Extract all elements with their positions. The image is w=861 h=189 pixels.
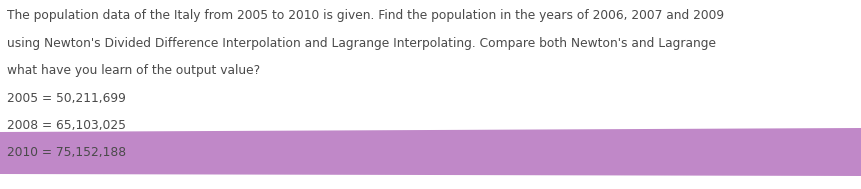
Text: 2010 = 75,152,188: 2010 = 75,152,188 <box>7 146 126 160</box>
Text: using Newton's Divided Difference Interpolation and Lagrange Interpolating. Comp: using Newton's Divided Difference Interp… <box>7 37 715 50</box>
Text: The population data of the Italy from 2005 to 2010 is given. Find the population: The population data of the Italy from 20… <box>7 9 723 22</box>
Text: what have you learn of the output value?: what have you learn of the output value? <box>7 64 260 77</box>
Polygon shape <box>0 128 861 176</box>
Text: 2008 = 65,103,025: 2008 = 65,103,025 <box>7 119 126 132</box>
Text: 2005 = 50,211,699: 2005 = 50,211,699 <box>7 92 126 105</box>
